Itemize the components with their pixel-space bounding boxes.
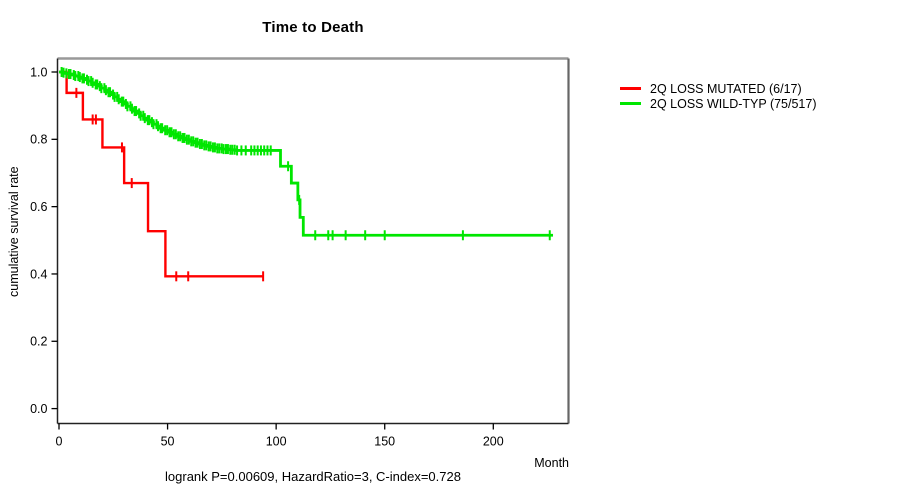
legend: 2Q LOSS MUTATED (6/17) 2Q LOSS WILD-TYP … <box>620 81 817 111</box>
x-tick-label: 50 <box>161 435 175 449</box>
x-axis-title: Month <box>534 456 569 470</box>
x-tick-label: 200 <box>483 435 504 449</box>
stats-annotation: logrank P=0.00609, HazardRatio=3, C-inde… <box>165 469 461 484</box>
legend-item-wildtype: 2Q LOSS WILD-TYP (75/517) <box>620 96 817 111</box>
x-tick-label: 150 <box>374 435 395 449</box>
x-tick-label: 0 <box>56 435 63 449</box>
x-tick-label: 100 <box>266 435 287 449</box>
y-tick-label: 0.0 <box>30 402 47 416</box>
legend-swatch-mutated <box>620 87 641 90</box>
legend-label-mutated: 2Q LOSS MUTATED (6/17) <box>650 81 802 96</box>
chart-title: Time to Death <box>262 19 364 36</box>
y-tick-label: 0.4 <box>30 267 47 281</box>
y-tick-label: 0.2 <box>30 335 47 349</box>
y-tick-label: 1.0 <box>30 65 47 79</box>
y-tick-label: 0.6 <box>30 200 47 214</box>
survival-curve-0 <box>59 70 264 278</box>
legend-item-mutated: 2Q LOSS MUTATED (6/17) <box>620 81 817 96</box>
legend-swatch-wildtype <box>620 102 641 105</box>
y-tick-label: 0.8 <box>30 133 47 147</box>
legend-label-wildtype: 2Q LOSS WILD-TYP (75/517) <box>650 96 817 111</box>
survival-curve-1 <box>59 70 554 237</box>
